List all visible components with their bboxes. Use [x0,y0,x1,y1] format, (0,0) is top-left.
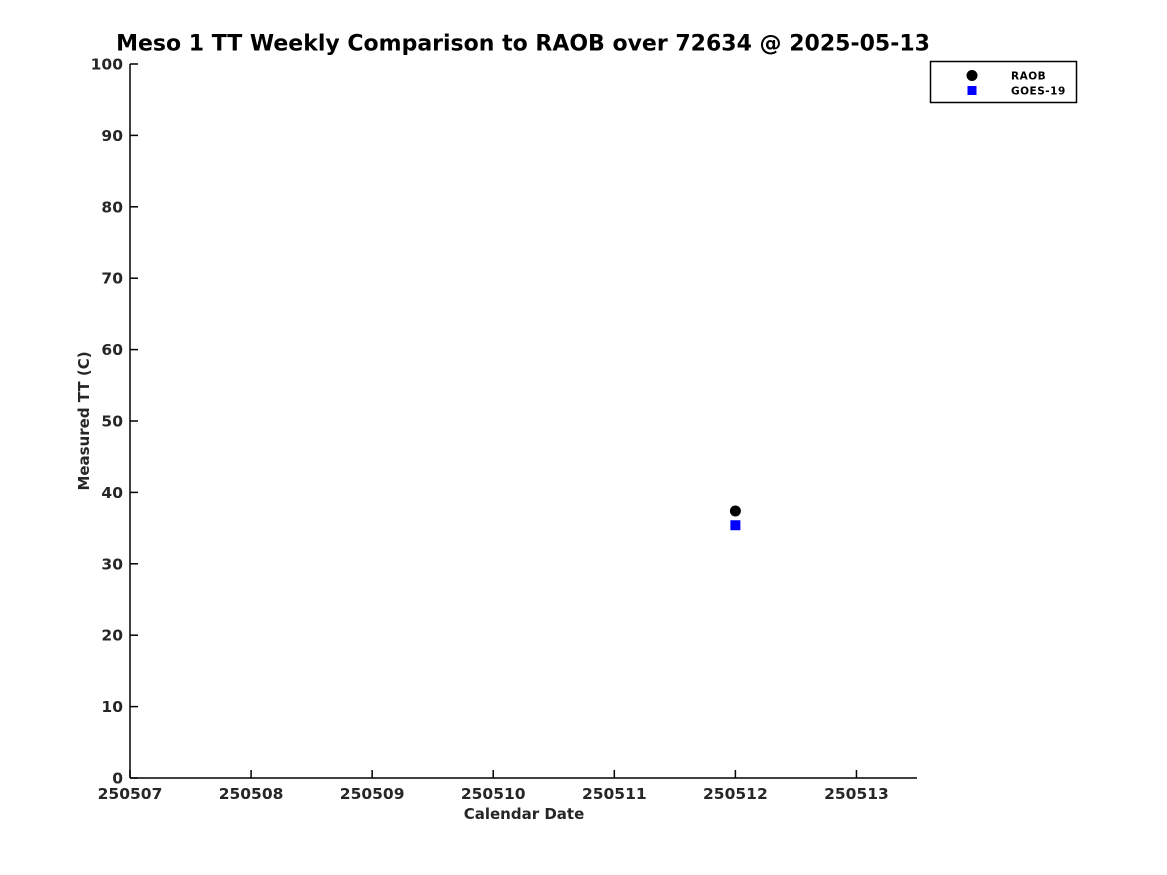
y-axis-tick-label: 30 [101,555,123,573]
legend-box [929,60,1078,104]
y-axis-tick-label: 10 [101,698,123,716]
x-axis-tick-label: 250509 [340,785,405,803]
y-axis-tick-label: 40 [101,484,123,502]
y-axis-tick-label: 90 [101,127,123,145]
x-axis-tick-label: 250507 [98,785,163,803]
x-axis-tick-label: 250512 [703,785,768,803]
y-axis-tick-label: 70 [101,270,123,288]
x-axis-tick-label: 250513 [824,785,889,803]
legend-goes-19-label: GOES-19 [1011,86,1066,98]
legend-raob-marker-icon [966,70,978,81]
y-axis-tick-label: 80 [101,198,123,216]
x-axis-tick-label: 250511 [582,785,647,803]
data-point-goes-19 [730,520,741,531]
x-axis-tick-label: 250510 [461,785,526,803]
y-axis-tick-label: 60 [101,341,123,359]
legend-goes-19-marker-icon [967,86,977,95]
legend-raob-label: RAOB [1011,71,1046,83]
y-axis-tick-label: 20 [101,627,123,645]
y-axis-tick-label: 0 [112,770,123,788]
y-axis-tick-label: 100 [91,56,124,74]
y-axis-tick-label: 50 [101,413,123,431]
x-axis-title: Calendar Date [463,805,585,823]
data-point-raob [729,505,741,517]
chart-title: Meso 1 TT Weekly Comparison to RAOB over… [116,31,930,57]
x-axis-tick-label: 250508 [219,785,284,803]
